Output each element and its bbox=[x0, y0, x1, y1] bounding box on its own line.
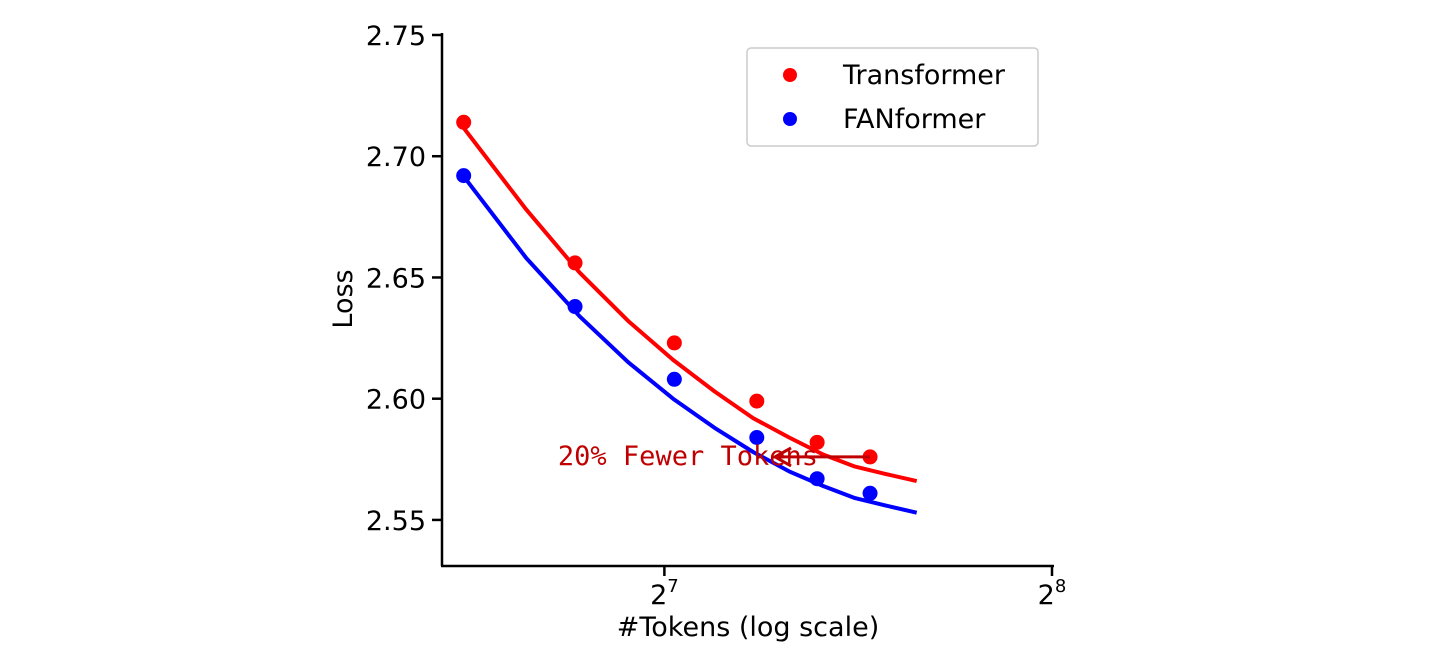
y-tick-label: 2.70 bbox=[366, 142, 426, 173]
data-point-transformer bbox=[809, 434, 825, 450]
annotation-text: 20% Fewer Tokens bbox=[558, 441, 818, 472]
y-tick-label: 2.65 bbox=[366, 263, 426, 294]
legend-frame bbox=[746, 47, 1039, 147]
legend-marker-fanformer bbox=[783, 112, 797, 126]
legend-label-transformer: Transformer bbox=[842, 60, 1006, 91]
annotation: 20% Fewer Tokens bbox=[558, 441, 871, 472]
y-tick-label: 2.60 bbox=[366, 385, 426, 416]
legend-marker-transformer bbox=[783, 68, 797, 82]
legend-label-fanformer: FANformer bbox=[843, 104, 986, 135]
data-point-transformer bbox=[567, 255, 583, 271]
x-ticks: 27 28 bbox=[650, 566, 1066, 611]
axes: 2.55 2.60 2.65 2.70 2.75 27 28 bbox=[366, 21, 1066, 611]
data-point-fanformer bbox=[567, 299, 583, 315]
x-tick-label: 27 bbox=[650, 576, 679, 611]
y-tick-label: 2.55 bbox=[366, 506, 426, 537]
y-ticks: 2.55 2.60 2.65 2.70 2.75 bbox=[366, 21, 442, 537]
legend: Transformer FANformer bbox=[746, 47, 1039, 147]
data-point-fanformer bbox=[749, 429, 765, 445]
data-point-transformer bbox=[666, 335, 682, 351]
data-point-fanformer bbox=[862, 485, 878, 501]
y-tick-label: 2.75 bbox=[366, 21, 426, 52]
annotation-arrow-head bbox=[771, 446, 792, 468]
data-point-fanformer bbox=[666, 371, 682, 387]
fit-line-transformer bbox=[459, 123, 918, 484]
x-axis-title: #Tokens (log scale) bbox=[617, 612, 879, 643]
data-point-transformer bbox=[456, 114, 472, 130]
y-axis-title: Loss bbox=[328, 269, 359, 328]
data-point-fanformer bbox=[456, 168, 472, 184]
data-point-fanformer bbox=[809, 471, 825, 487]
x-tick-label: 28 bbox=[1038, 576, 1067, 611]
data-points bbox=[456, 114, 878, 501]
data-point-transformer bbox=[749, 393, 765, 409]
